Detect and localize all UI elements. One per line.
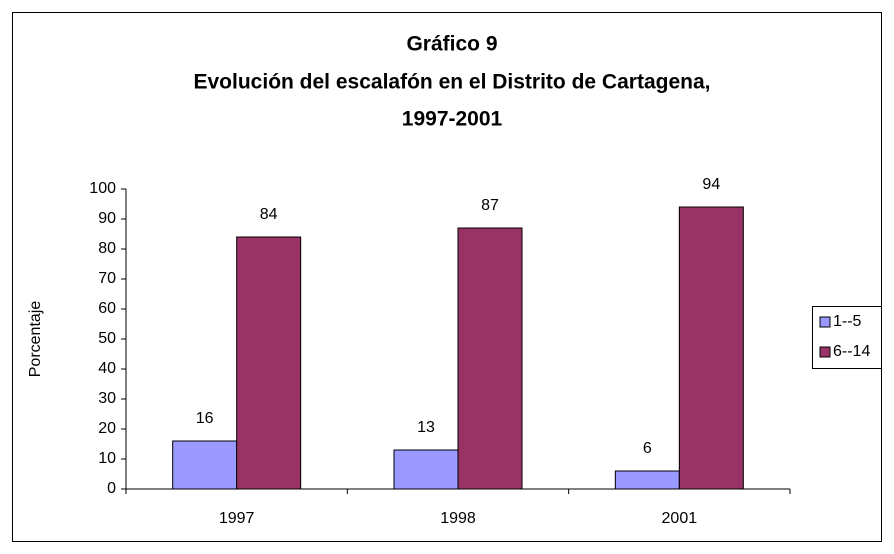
data-label: 84 <box>260 206 278 223</box>
bar <box>236 236 302 490</box>
y-tick-label: 70 <box>98 270 116 287</box>
y-tick-label: 60 <box>98 300 116 317</box>
y-tick-label: 80 <box>98 240 116 257</box>
bar <box>457 227 523 490</box>
y-tick-label: 90 <box>98 210 116 227</box>
y-tick-label: 30 <box>98 390 116 407</box>
legend-label: 1--5 <box>833 313 862 330</box>
data-label: 16 <box>196 410 214 427</box>
y-tick-label: 50 <box>98 330 116 347</box>
bar <box>614 470 680 490</box>
x-tick-label: 2001 <box>662 510 698 527</box>
chart-title: 1997-2001 <box>402 108 503 131</box>
data-label: 94 <box>702 176 720 193</box>
bar <box>393 449 459 490</box>
bar <box>172 440 238 490</box>
y-tick-label: 100 <box>89 180 116 197</box>
y-tick-label: 20 <box>98 420 116 437</box>
legend-swatch <box>819 346 831 358</box>
y-tick-label: 40 <box>98 360 116 377</box>
x-tick-label: 1997 <box>219 510 255 527</box>
legend-label: 6--14 <box>833 343 870 360</box>
bar <box>678 206 744 490</box>
chart-title: Gráfico 9 <box>406 33 497 56</box>
legend-swatch <box>819 316 831 328</box>
data-label: 13 <box>417 419 435 436</box>
x-tick-label: 1998 <box>440 510 476 527</box>
y-axis-label: Porcentaje <box>27 301 44 378</box>
y-tick-label: 10 <box>98 450 116 467</box>
chart-title: Evolución del escalafón en el Distrito d… <box>194 71 711 94</box>
data-label: 6 <box>643 440 652 457</box>
data-label: 87 <box>481 197 499 214</box>
y-tick-label: 0 <box>107 480 116 497</box>
